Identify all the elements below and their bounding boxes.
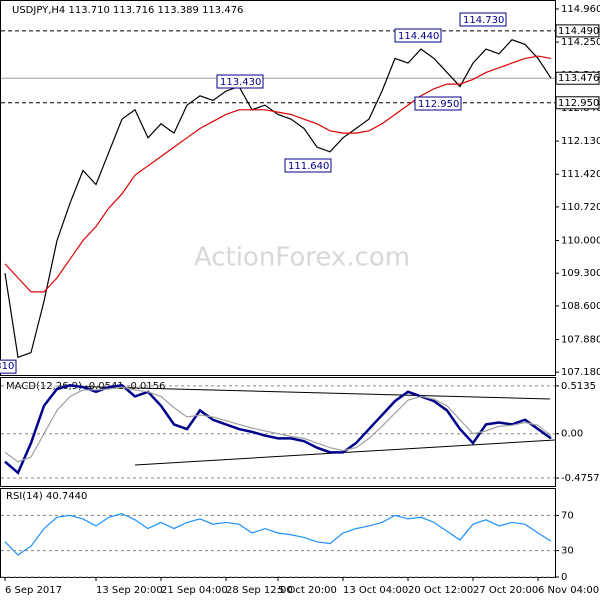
y-tick-label: 114.250 — [561, 37, 600, 48]
y-tick-label: 111.420 — [561, 169, 600, 180]
chart-title: USDJPY,H4 113.710 113.716 113.389 113.47… — [12, 5, 243, 16]
x-tick-label: 27 Oct 20:00 — [473, 585, 538, 596]
annotation-box — [414, 96, 462, 111]
x-tick-label: 20 Oct 12:00 — [408, 585, 473, 596]
price-line — [4, 39, 552, 359]
indicator-line — [4, 383, 552, 475]
y-tick-label: 30 — [561, 546, 574, 557]
annotation-box — [394, 28, 442, 43]
trend-line — [134, 439, 556, 466]
indicator-line — [4, 55, 552, 293]
y-tick-label: 107.880 — [561, 335, 600, 346]
macd-title: MACD(12,26,9) -0.0541 -0.0156 — [6, 381, 166, 392]
y-tick-label: 110.720 — [561, 202, 600, 213]
x-tick-label: 21 Sep 04:00 — [161, 585, 228, 596]
indicator-line — [4, 513, 552, 556]
level-box — [555, 96, 600, 110]
y-tick-label: 109.300 — [561, 268, 600, 279]
annotation: 107.310 — [0, 361, 14, 372]
x-tick-label: 13 Sep 20:00 — [96, 585, 163, 596]
annotation: 112.950 — [418, 99, 459, 110]
annotation: 114.440 — [398, 31, 439, 42]
y-tick-label: 0.00 — [561, 429, 583, 440]
price-frame — [0, 0, 556, 376]
rsi-title: RSI(14) 40.7440 — [6, 491, 87, 502]
level-box — [555, 24, 600, 38]
annotation: 113.430 — [220, 77, 261, 88]
annotation-box — [459, 12, 507, 27]
level-label: 113.476 — [558, 73, 599, 84]
x-tick-label: 28 Sep 12:00 — [226, 585, 293, 596]
annotation: 111.640 — [288, 161, 329, 172]
y-tick-label: 112.130 — [561, 136, 600, 147]
x-tick-label: 6 Sep 2017 — [5, 585, 62, 596]
macd-frame — [0, 377, 556, 487]
y-tick-label: 114.960 — [561, 4, 600, 15]
x-tick-label: 5 Oct 20:00 — [278, 585, 337, 596]
x-tick-label: 13 Oct 04:00 — [343, 585, 408, 596]
y-tick-label: 0 — [561, 572, 567, 583]
y-tick-label: 70 — [561, 510, 574, 521]
level-label: 114.490 — [558, 26, 599, 37]
x-tick-label: 6 Nov 04:00 — [538, 585, 599, 596]
trend-line — [59, 385, 551, 400]
y-tick-label: 108.600 — [561, 301, 600, 312]
y-tick-label: 110.000 — [561, 236, 600, 247]
watermark: ActionForex.com — [194, 243, 410, 273]
annotation-box — [216, 74, 264, 89]
level-label: 112.950 — [558, 98, 599, 109]
annotation-box — [0, 359, 17, 374]
y-tick-label: 0.5135 — [561, 381, 596, 392]
annotation: 114.730 — [463, 15, 504, 26]
y-tick-label: -0.4757 — [561, 473, 600, 484]
annotation-box — [284, 158, 332, 173]
level-box — [555, 71, 600, 85]
indicator-line — [4, 386, 552, 463]
y-tick-label: 107.180 — [561, 367, 600, 378]
